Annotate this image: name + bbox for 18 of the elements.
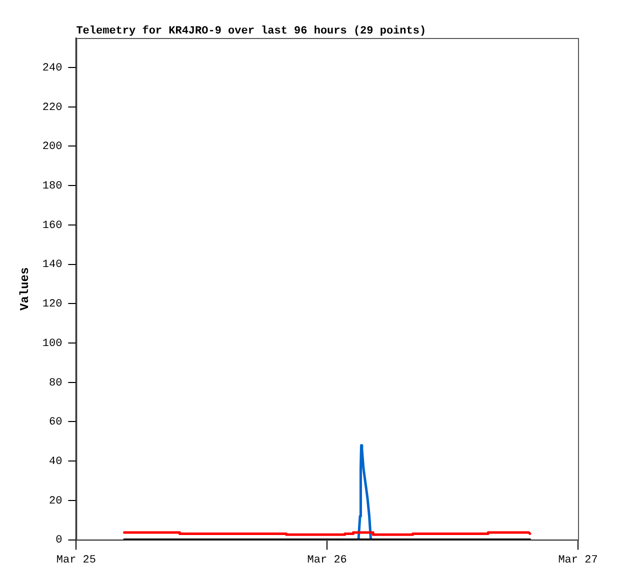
- y-tick-label: 140: [42, 259, 62, 272]
- y-tick-label: 120: [42, 298, 62, 311]
- x-tick-label: Mar 27: [558, 554, 598, 566]
- y-tick-label: 240: [42, 62, 62, 74]
- y-tick-label: 200: [42, 141, 62, 154]
- y-tick-label: 160: [42, 220, 62, 232]
- chart-title: Telemetry for KR4JRO-9 over last 96 hours (29 points): [76, 24, 426, 38]
- y-tick-label: 40: [49, 456, 62, 468]
- y-tick-label: 20: [49, 495, 62, 508]
- y-axis-title: Values: [18, 267, 32, 311]
- y-tick-label: 0: [56, 534, 62, 547]
- x-tick-label: Mar 25: [56, 554, 96, 566]
- y-tick-label: 100: [42, 338, 62, 350]
- y-tick-label: 220: [42, 102, 62, 114]
- x-tick-label: Mar 26: [307, 554, 347, 566]
- y-tick-label: 60: [49, 416, 62, 429]
- y-tick-label: 180: [42, 180, 62, 192]
- y-tick-label: 80: [49, 377, 62, 390]
